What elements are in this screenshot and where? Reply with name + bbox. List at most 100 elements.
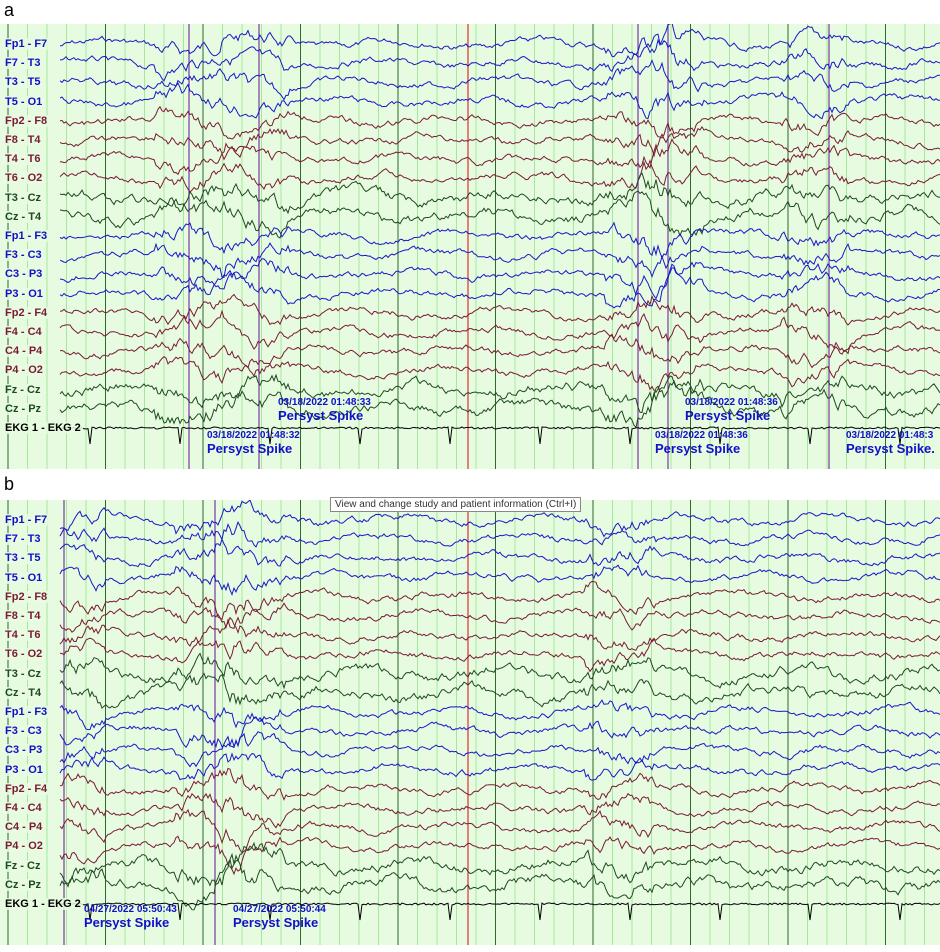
eeg-trace <box>59 699 940 731</box>
annotation-label: Persyst Spike <box>278 408 364 423</box>
channel-label: T6 - O2 <box>3 172 45 185</box>
annotation-label: Persyst Spike <box>655 441 741 456</box>
eeg-trace <box>59 373 940 414</box>
annotation-label: Persyst Spike. <box>846 441 935 456</box>
eeg-trace <box>59 637 940 673</box>
eeg-trace <box>59 602 940 633</box>
annotation-time: 03/18/2022 01:48:3 <box>846 430 934 441</box>
annotation-time: 03/18/2022 01:48:32 <box>207 430 300 441</box>
eeg-trace <box>59 731 940 768</box>
eeg-trace <box>59 158 940 193</box>
study-info-tooltip: View and change study and patient inform… <box>330 497 582 512</box>
channel-label: P3 - O1 <box>3 287 45 300</box>
channel-label: Cz - T4 <box>3 686 44 699</box>
channel-label: T3 - T5 <box>3 552 43 565</box>
channel-label: T3 - Cz <box>3 191 44 204</box>
eeg-trace <box>59 379 940 429</box>
eeg-trace <box>59 652 940 690</box>
channel-label: Cz - Pz <box>3 878 44 891</box>
eeg-trace <box>59 767 940 801</box>
eeg-trace <box>59 221 940 259</box>
channel-label: P3 - O1 <box>3 763 45 776</box>
eeg-panel-b[interactable]: Fp1 - F7 F7 - T3 T3 - T5 T5 - O1 Fp2 - F8 F8 … <box>0 500 940 945</box>
eeg-trace <box>59 33 940 82</box>
eeg-trace <box>59 138 940 176</box>
spike-annotation[interactable]: 03/18/2022 01:48:3 Persyst Spike. <box>846 430 935 456</box>
channel-label: T5 - O1 <box>3 571 45 584</box>
panel-b-letter: b <box>4 474 15 494</box>
channel-label: P4 - O2 <box>3 840 45 853</box>
eeg-trace <box>59 902 940 921</box>
channel-label: F7 - T3 <box>3 533 43 546</box>
annotation-time: 03/18/2022 01:48:33 <box>278 397 371 408</box>
eeg-trace <box>59 835 940 876</box>
eeg-trace <box>59 752 940 781</box>
eeg-trace <box>59 333 940 369</box>
eeg-trace <box>59 616 940 651</box>
channel-label: F3 - C3 <box>3 725 44 738</box>
eeg-trace <box>59 852 940 911</box>
annotation-time: 04/27/2022 05:50:44 <box>233 904 326 915</box>
annotation-label: Persyst Spike <box>685 408 771 423</box>
channel-label: F8 - T4 <box>3 610 43 622</box>
annotation-label: Persyst Spike <box>207 441 293 456</box>
spike-annotation[interactable]: 04/27/2022 05:50:43 Persyst Spike <box>84 904 177 930</box>
channel-label: EKG 1 - EKG 2 <box>3 898 83 910</box>
channel-label: F4 - C4 <box>3 326 44 338</box>
eeg-trace <box>59 105 940 140</box>
eeg-traces-b <box>7 500 940 945</box>
channel-label: Fp2 - F4 <box>3 306 50 319</box>
eeg-trace <box>59 672 940 709</box>
channel-label: C3 - P3 <box>3 744 45 757</box>
annotation-time: 03/18/2022 01:48:36 <box>655 430 748 441</box>
channel-label: C4 - P4 <box>3 345 45 358</box>
eeg-trace <box>59 500 940 538</box>
channel-label: F3 - C3 <box>3 249 44 262</box>
eeg-trace <box>59 537 940 568</box>
channel-label: T6 - O2 <box>3 648 45 661</box>
eeg-trace <box>59 309 940 355</box>
channel-label: Fp1 - F3 <box>3 230 50 242</box>
channel-label: C4 - P4 <box>3 821 45 834</box>
eeg-trace <box>59 59 940 101</box>
channel-label: T5 - O1 <box>3 95 45 108</box>
channel-label: Fz - Cz <box>3 383 43 396</box>
channel-label: T4 - T6 <box>3 629 43 642</box>
eeg-trace <box>59 564 940 596</box>
channel-label: Fp2 - F8 <box>3 114 50 127</box>
eeg-trace <box>59 172 940 215</box>
channel-label: C3 - P3 <box>3 268 45 281</box>
spike-annotation[interactable]: 03/18/2022 01:48:36 Persyst Spike <box>685 397 778 423</box>
eeg-trace <box>59 792 940 829</box>
eeg-trace <box>59 82 940 120</box>
eeg-traces-a <box>7 24 940 469</box>
channel-label: P4 - O2 <box>3 364 45 377</box>
eeg-trace <box>59 190 940 239</box>
eeg-trace <box>59 520 940 548</box>
eeg-trace <box>59 716 940 749</box>
eeg-trace <box>59 426 940 445</box>
channel-label: Fp2 - F4 <box>3 782 50 795</box>
eeg-trace <box>59 125 940 158</box>
eeg-trace <box>59 808 940 854</box>
spike-annotation[interactable]: 03/18/2022 01:48:36 Persyst Spike <box>655 430 748 456</box>
eeg-trace <box>60 293 940 326</box>
spike-annotation[interactable]: 03/18/2022 01:48:32 Persyst Spike <box>207 430 300 456</box>
spike-annotation[interactable]: 03/18/2022 01:48:33 Persyst Spike <box>278 397 371 423</box>
channel-label: F7 - T3 <box>3 57 43 70</box>
channel-label: EKG 1 - EKG 2 <box>3 422 83 434</box>
channel-label: F4 - C4 <box>3 802 44 814</box>
eeg-trace <box>59 242 940 278</box>
panel-a-letter: a <box>4 0 15 20</box>
channel-label: Fp1 - F7 <box>3 38 50 50</box>
eeg-trace <box>59 356 940 393</box>
eeg-panel-a[interactable]: Fp1 - F7 F7 - T3 T3 - T5 T5 - O1 Fp2 - F8 F8 … <box>0 24 940 469</box>
channel-label: Cz - Pz <box>3 402 44 415</box>
channel-label: Fp2 - F8 <box>3 590 50 603</box>
spike-annotation[interactable]: 04/27/2022 05:50:44 Persyst Spike <box>233 904 326 930</box>
channel-label: Fz - Cz <box>3 859 43 872</box>
annotation-label: Persyst Spike <box>233 915 319 930</box>
annotation-time: 03/18/2022 01:48:36 <box>685 397 778 408</box>
channel-label: T3 - T5 <box>3 76 43 89</box>
eeg-trace <box>59 267 940 309</box>
